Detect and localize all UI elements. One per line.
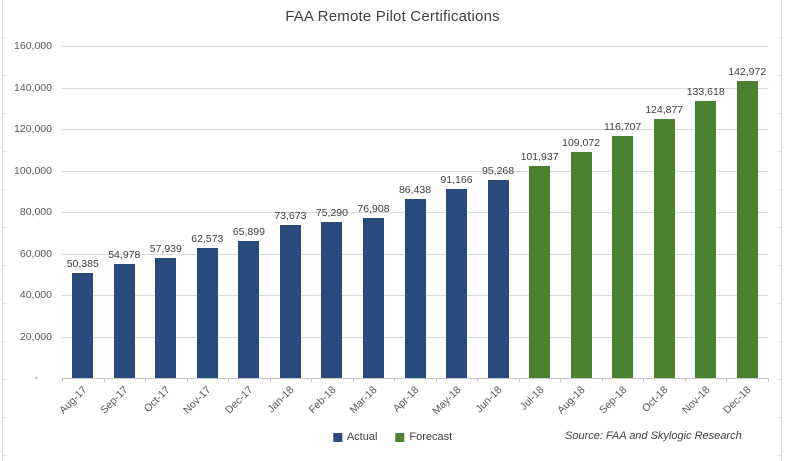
y-axis-label: 160,000 [14,40,52,52]
bar-nov-18 [695,100,717,378]
bar-value-label: 101,937 [520,151,559,164]
bar-value-label: 65,899 [232,226,265,239]
bar-value-label: 95,268 [481,165,515,178]
spreadsheet-edge-left [2,0,7,461]
gridline [62,170,768,172]
x-axis-tick [186,378,188,382]
x-axis-tick [643,378,645,382]
x-axis-tick [518,378,520,382]
x-axis-tick [269,378,271,382]
bar-aug-18 [570,151,592,378]
bar-aug-17 [72,273,94,378]
legend-swatch-forecast [395,432,405,442]
bar-value-label: 91,166 [440,173,473,186]
y-axis-label: 120,000 [14,123,52,135]
bar-dec-17 [238,241,260,378]
x-axis-tick [145,378,147,382]
source-note: Source: FAA and Skylogic Research [565,430,742,442]
bar-value-label: 133,618 [686,85,725,98]
chart-title: FAA Remote Pilot Certifications [285,8,500,25]
x-axis-tick [352,378,354,382]
bar-mar-18 [362,218,384,378]
x-axis-tick [228,378,230,382]
gridline [62,129,768,130]
bar-jun-18 [487,180,509,378]
legend-swatch-actual [332,432,342,442]
y-axis-label: 140,000 [14,81,52,94]
bar-value-label: 73,673 [274,210,307,223]
bar-apr-18 [404,198,426,378]
x-axis-tick [726,378,728,382]
gridline [62,46,768,47]
bar-value-label: 62,573 [191,233,224,246]
x-axis-tick [103,378,105,382]
x-axis-tick [311,378,313,382]
legend-label: Forecast [409,431,453,443]
bar-nov-17 [196,248,218,378]
bar-oct-17 [155,257,177,378]
x-axis-tick [477,378,479,382]
bar-value-label: 86,438 [398,183,432,196]
bar-value-label: 109,072 [562,136,601,149]
x-axis-tick [601,378,603,382]
bar-value-label: 116,707 [604,120,642,133]
x-axis-tick [435,378,437,382]
y-axis-label: 20,000 [19,330,52,343]
bar-dec-18 [736,81,758,378]
y-axis-label: 40,000 [19,289,52,301]
x-axis-tick [560,378,562,382]
x-axis-tick [768,378,769,382]
x-axis-tick [394,378,396,382]
bar-sep-18 [612,135,634,378]
y-axis-label: 100,000 [14,164,52,177]
bar-value-label: 142,972 [728,66,767,79]
bar-jul-18 [529,166,551,378]
legend-item-actual: Actual [332,431,378,443]
bar-oct-18 [653,118,675,378]
x-axis-tick [684,378,686,382]
legend: Actual Forecast [332,431,452,443]
y-axis-label: 60,000 [19,247,52,260]
bar-jan-18 [279,225,301,378]
x-axis-line [62,378,768,379]
legend-item-forecast: Forecast [395,431,452,443]
bar-value-label: 57,939 [149,242,182,255]
legend-label: Actual [346,431,378,443]
bar-value-label: 124,877 [645,103,684,116]
bar-value-label: 76,908 [357,203,390,216]
bar-value-label: 75,290 [315,206,348,219]
bar-may-18 [446,188,468,378]
spreadsheet-edge-right [777,0,782,461]
bar-value-label: 50,385 [66,258,99,271]
x-axis-tick [62,378,63,382]
bar-feb-18 [321,221,343,378]
bar-value-label: 54,978 [108,248,141,261]
gridline [62,87,768,89]
y-axis-label: - [34,372,39,384]
bar-sep-17 [113,263,135,378]
y-axis-label: 80,000 [19,206,52,218]
